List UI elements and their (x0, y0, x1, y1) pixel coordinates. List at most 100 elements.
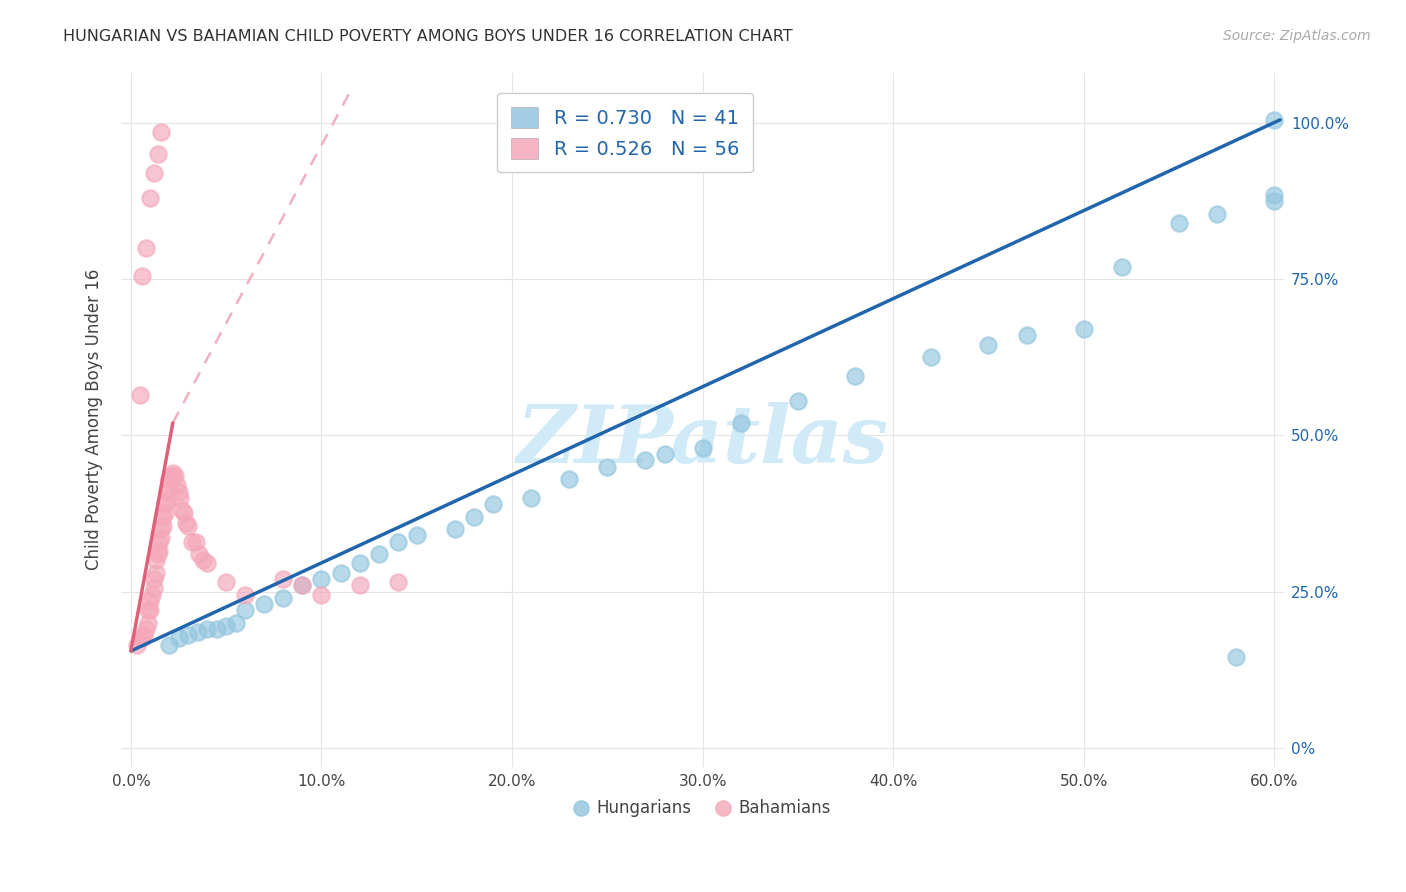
Point (153, 507, 176, 521)
Point (920, 351, 942, 365)
Point (167, 632, 190, 646)
Point (349, 578, 371, 592)
Point (153, 497, 176, 511)
Point (139, 603, 162, 617)
Point (233, 588, 256, 602)
Point (135, 622, 157, 636)
Point (692, 441, 714, 455)
Point (162, 466, 184, 480)
Point (1168, 216, 1191, 230)
Point (311, 588, 333, 602)
Point (367, 547, 389, 561)
Point (215, 619, 238, 633)
Point (233, 603, 256, 617)
Point (253, 597, 276, 611)
Point (188, 547, 211, 561)
Point (1225, 650, 1247, 665)
Point (977, 338, 1000, 352)
Point (1206, 206, 1229, 220)
Point (184, 534, 207, 549)
Legend: Hungarians, Bahamians: Hungarians, Bahamians (568, 793, 837, 824)
Point (139, 191, 162, 205)
Point (654, 447, 676, 461)
Point (174, 516, 197, 530)
Point (141, 588, 163, 602)
Point (163, 469, 186, 483)
Point (387, 575, 409, 590)
Point (177, 628, 200, 642)
Point (215, 575, 238, 590)
Point (291, 578, 314, 592)
Point (160, 469, 183, 483)
Point (146, 547, 169, 561)
Point (129, 632, 152, 646)
Point (844, 369, 866, 384)
Point (596, 459, 619, 474)
Point (1263, 187, 1285, 202)
Point (146, 147, 169, 161)
Point (444, 522, 467, 536)
Point (142, 572, 165, 586)
Point (173, 507, 195, 521)
Point (273, 591, 295, 605)
Point (148, 534, 170, 549)
Point (1111, 260, 1133, 274)
Point (730, 416, 752, 430)
Point (558, 472, 581, 486)
Point (131, 268, 153, 283)
Point (195, 557, 218, 571)
Point (291, 578, 314, 592)
Point (134, 628, 156, 642)
Point (1015, 328, 1038, 343)
Text: ZIPatlas: ZIPatlas (516, 401, 889, 479)
Point (157, 482, 180, 496)
Point (136, 603, 159, 617)
Point (167, 484, 190, 499)
Point (463, 509, 485, 524)
Point (135, 241, 157, 255)
Point (387, 534, 409, 549)
Point (156, 484, 179, 499)
Point (177, 519, 200, 533)
Point (1073, 322, 1095, 336)
Point (225, 615, 247, 630)
Point (136, 615, 159, 630)
Y-axis label: Child Poverty Among Boys Under 16: Child Poverty Among Boys Under 16 (86, 269, 103, 571)
Point (150, 125, 173, 139)
Point (129, 388, 152, 402)
Point (166, 478, 188, 492)
Point (172, 503, 194, 517)
Point (131, 632, 153, 646)
Point (142, 582, 165, 596)
Point (195, 622, 218, 636)
Point (205, 622, 228, 636)
Point (156, 494, 179, 508)
Point (150, 532, 173, 546)
Point (634, 453, 657, 467)
Point (152, 519, 174, 533)
Point (1263, 112, 1285, 127)
Point (125, 638, 148, 652)
Point (193, 553, 215, 567)
Point (145, 566, 167, 580)
Point (148, 544, 170, 558)
Point (482, 497, 505, 511)
Point (273, 572, 295, 586)
Point (145, 553, 167, 567)
Point (1263, 194, 1285, 208)
Point (150, 522, 173, 536)
Point (157, 472, 180, 486)
Point (329, 566, 352, 580)
Text: HUNGARIAN VS BAHAMIAN CHILD POVERTY AMONG BOYS UNDER 16 CORRELATION CHART: HUNGARIAN VS BAHAMIAN CHILD POVERTY AMON… (63, 29, 793, 44)
Text: Source: ZipAtlas.com: Source: ZipAtlas.com (1223, 29, 1371, 43)
Point (187, 625, 209, 640)
Point (786, 394, 808, 409)
Point (169, 491, 191, 505)
Point (520, 491, 543, 505)
Point (142, 166, 165, 180)
Point (152, 509, 174, 524)
Point (139, 594, 162, 608)
Point (157, 638, 180, 652)
Point (349, 557, 371, 571)
Point (405, 528, 427, 542)
